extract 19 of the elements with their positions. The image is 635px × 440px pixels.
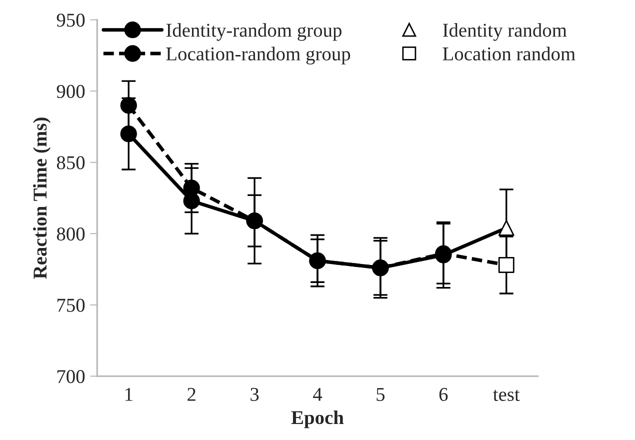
x-tick-label: 1 <box>125 388 132 401</box>
legend-label: Identity random <box>442 23 567 41</box>
y-axis-title: Reaction Time (ms) <box>32 118 51 279</box>
y-tick-label: 700 <box>57 370 85 384</box>
legend-label: Location random <box>442 46 576 60</box>
x-tick-label: test <box>493 390 520 401</box>
y-tick-label: 850 <box>56 156 85 170</box>
y-tick-label: 900 <box>56 84 85 98</box>
legend-label: Location-random group <box>166 46 350 64</box>
y-tick-label: 950 <box>56 14 85 27</box>
x-tick-label: 4 <box>313 388 322 401</box>
x-tick-label: 3 <box>250 388 259 401</box>
legend-label: Identity-random group <box>166 23 342 41</box>
y-tick-label: 750 <box>57 298 85 312</box>
x-axis-title: Epoch <box>291 410 344 428</box>
x-tick-label: 6 <box>439 388 448 401</box>
x-tick-label: 2 <box>188 388 196 401</box>
y-tick-label: 800 <box>56 227 85 241</box>
x-tick-label: 5 <box>376 388 385 401</box>
